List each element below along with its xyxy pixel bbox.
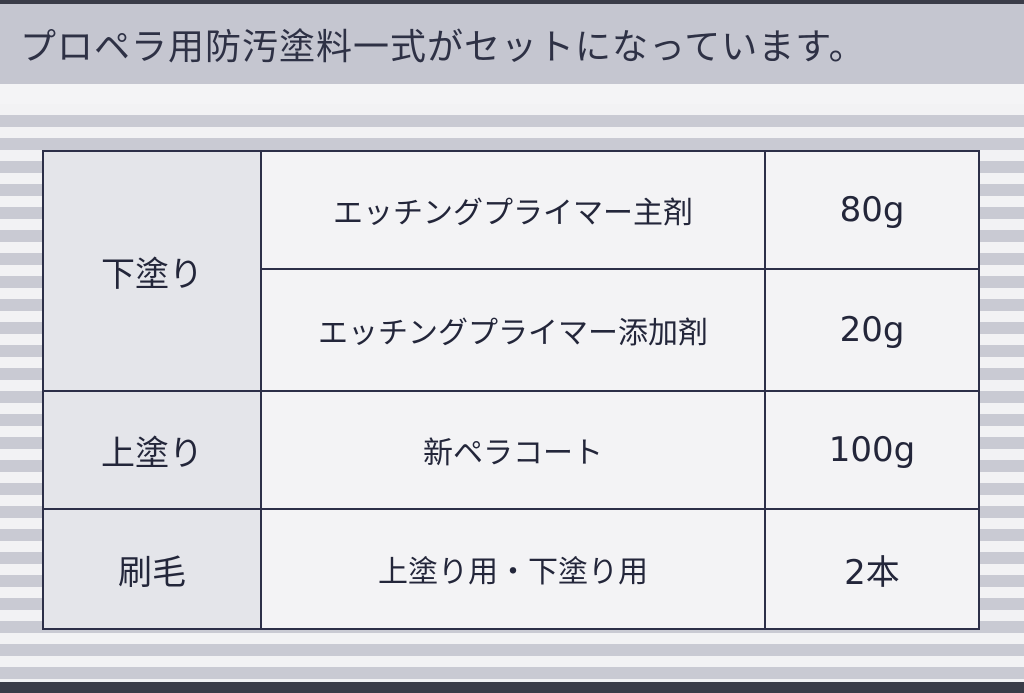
item-cell: エッチングプライマー主剤: [260, 150, 766, 270]
bottom-edge: [0, 682, 1024, 693]
quantity-cell: 2本: [764, 508, 980, 630]
divider: [0, 84, 1024, 104]
table-row: 上塗り 新ペラコート 100g: [42, 390, 980, 510]
category-cell: 上塗り: [42, 390, 262, 510]
quantity-cell: 80g: [764, 150, 980, 270]
item-cell: エッチングプライマー添加剤: [260, 268, 766, 392]
headline: プロペラ用防汚塗料一式がセットになっています。: [20, 27, 866, 68]
item-cell: 上塗り用・下塗り用: [260, 508, 766, 630]
item-cell: 新ペラコート: [260, 390, 766, 510]
quantity-cell: 100g: [764, 390, 980, 510]
quantity-cell: 20g: [764, 268, 980, 392]
category-cell: 下塗り: [42, 150, 262, 392]
table-row: エッチングプライマー添加剤 20g: [43, 268, 980, 392]
table-row: 刷毛 上塗り用・下塗り用 2本: [42, 508, 980, 630]
header-band: [0, 0, 1024, 88]
table-row: 下塗り エッチングプライマー主剤 80g: [42, 150, 980, 392]
category-cell: 刷毛: [42, 508, 262, 630]
contents-table: 下塗り エッチングプライマー主剤 80g エッチングプライマー添加剤 20g 上…: [42, 150, 980, 630]
